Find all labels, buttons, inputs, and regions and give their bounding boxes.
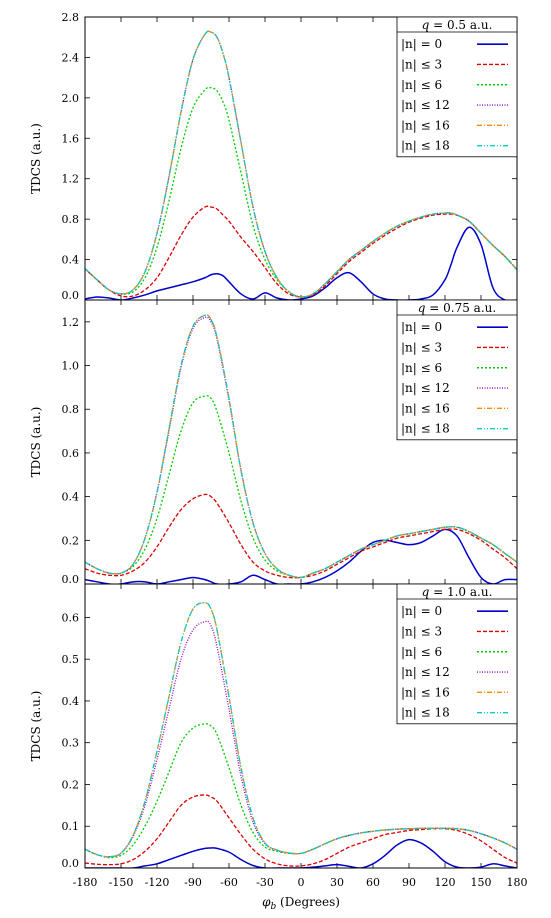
y-tick-label: 0.4: [62, 695, 80, 708]
x-tick-label: -30: [256, 876, 274, 889]
y-axis-label: TDCS (a.u.): [29, 123, 43, 194]
legend-label: |n| ≤ 12: [401, 381, 450, 395]
legend-label: |n| ≤ 3: [401, 57, 442, 71]
legend-title: q = 0.75 a.u.: [418, 301, 496, 315]
legend-label: |n| ≤ 12: [401, 665, 450, 679]
y-tick-label: 0.4: [62, 254, 80, 267]
series-line-2: [85, 205, 517, 298]
legend-box: [396, 299, 518, 441]
x-tick-label: 120: [435, 876, 456, 889]
legend: q = 0.5 a.u. |n| = 0 |n| ≤ 3 |n| ≤ 6 |n| ≤ 1…: [396, 16, 518, 158]
x-tick-label: 150: [471, 876, 492, 889]
y-tick-label: 0.0: [62, 573, 80, 586]
y-tick-label: 0.6: [62, 611, 80, 624]
legend: q = 0.75 a.u. |n| = 0 |n| ≤ 3 |n| ≤ 6 |n| ≤ …: [396, 299, 518, 441]
y-tick-label: 1.6: [62, 132, 80, 145]
legend-label: |n| ≤ 12: [401, 98, 450, 112]
legend-label: |n| ≤ 6: [401, 361, 442, 375]
legend-box: [396, 583, 518, 725]
legend-label: |n| = 0: [401, 604, 442, 618]
legend-label: |n| ≤ 16: [401, 685, 450, 699]
legend-label: |n| ≤ 3: [401, 624, 442, 638]
legend-title: q = 1.0 a.u.: [422, 585, 493, 599]
legend-label: |n| ≤ 6: [401, 78, 442, 92]
y-tick-label: 1.0: [62, 360, 80, 373]
legend: q = 1.0 a.u. |n| = 0 |n| ≤ 3 |n| ≤ 6 |n| ≤ 1…: [396, 583, 518, 725]
y-tick-label: 0.5: [62, 653, 80, 666]
series-line-6: [85, 30, 517, 298]
legend-label: |n| ≤ 18: [401, 139, 450, 153]
y-tick-label: 0.2: [62, 778, 80, 791]
y-tick-label: 0.0: [62, 289, 80, 302]
x-tick-label: 30: [330, 876, 344, 889]
y-tick-label: 0.6: [62, 447, 80, 460]
series-line-1: [85, 528, 517, 584]
legend-label: |n| ≤ 6: [401, 645, 442, 659]
x-tick-label: 0: [298, 876, 305, 889]
x-tick-label: -90: [184, 876, 202, 889]
y-tick-label: 0.4: [62, 491, 80, 504]
legend-label: |n| ≤ 3: [401, 340, 442, 354]
x-tick-label: -60: [220, 876, 238, 889]
plot-frame: [84, 583, 518, 869]
x-tick-label: 180: [507, 876, 528, 889]
legend-title: q = 0.5 a.u.: [422, 18, 493, 32]
y-tick-label: 2.4: [62, 51, 80, 64]
x-tick-label: 90: [402, 876, 416, 889]
series-line-2: [85, 794, 517, 867]
legend-label: |n| ≤ 16: [401, 118, 450, 132]
panel-2: 0.0 0.2 0.4 0.6 0.8 1.0 1.2 TDCS (a.u.) q = 0.75…: [29, 299, 518, 586]
legend-label: |n| = 0: [401, 320, 442, 334]
y-tick-label: 2.0: [62, 92, 80, 105]
series-line-2: [85, 493, 517, 579]
y-tick-label: 0.3: [62, 737, 80, 750]
x-tick-label: 60: [366, 876, 380, 889]
y-tick-label: 0.0: [62, 857, 80, 870]
x-tick-label: -120: [145, 876, 170, 889]
y-tick-label: 0.8: [62, 403, 80, 416]
series-group: [85, 602, 517, 868]
legend-label: |n| ≤ 16: [401, 401, 450, 415]
y-tick-label: 1.2: [62, 316, 80, 329]
y-axis-label: TDCS (a.u.): [29, 407, 43, 478]
series-group: [85, 30, 517, 300]
series-line-6: [85, 314, 517, 579]
legend-label: |n| ≤ 18: [401, 422, 450, 436]
y-tick-label: 1.2: [62, 173, 80, 186]
x-tick-label: -180: [73, 876, 98, 889]
legend-box: [396, 16, 518, 158]
x-axis-label: φb (Degrees): [262, 895, 340, 912]
x-tick-label: -150: [109, 876, 134, 889]
y-tick-label: 0.8: [62, 213, 80, 226]
series-line-1: [85, 838, 517, 868]
y-tick-label: 0.2: [62, 534, 80, 547]
series-line-1: [85, 226, 517, 300]
series-line-6: [85, 602, 517, 858]
y-tick-label: 0.1: [62, 820, 80, 833]
y-tick-label: 2.8: [62, 11, 80, 24]
legend-label: |n| = 0: [401, 37, 442, 51]
y-axis-label: TDCS (a.u.): [29, 691, 43, 762]
panel-3: 0.0 0.1 0.2 0.3 0.4 0.5 0.6 -180 -150 -120 -90 -60 -…: [29, 583, 528, 912]
legend-label: |n| ≤ 18: [401, 706, 450, 720]
panel-1: 0.0 0.4 0.8 1.2 1.6 2.0 2.4 2.8 TDCS (a.u.) q = 0…: [29, 11, 518, 302]
